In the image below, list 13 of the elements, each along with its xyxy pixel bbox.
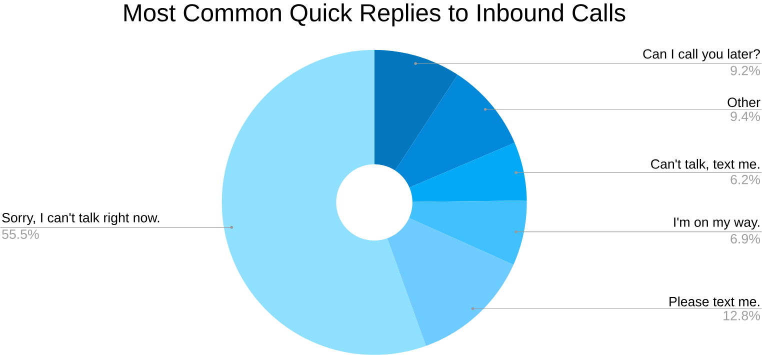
data-label: 55.5% [2,230,39,240]
data-label: 12.8% [724,310,760,320]
slice-label: Can't talk, text me. [651,158,760,170]
data-label: 6.2% [730,174,760,184]
slice-label: I'm on my way. [674,218,760,230]
data-label: 9.4% [730,112,760,122]
slice-label: Sorry, I can't talk right now. [2,212,160,226]
data-label: 6.9% [730,234,760,244]
slice-label: Other [728,97,760,108]
slice-label: Please text me. [670,296,760,306]
chart-title: Most Common Quick Replies to Inbound Calls [124,3,626,26]
slice-label: Can I call you later? [643,48,760,62]
data-label: 9.2% [730,66,760,76]
